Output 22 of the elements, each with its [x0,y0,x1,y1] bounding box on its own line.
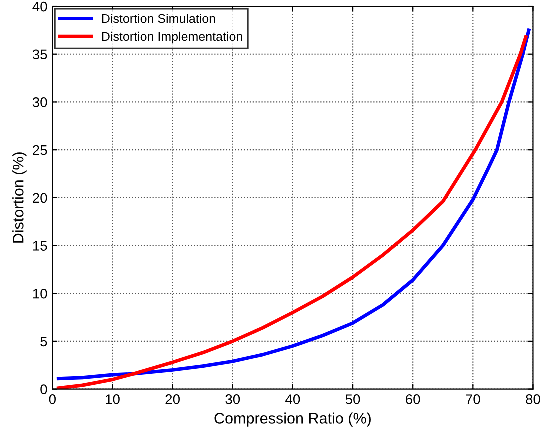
y-tick-label: 30 [32,98,48,108]
x-tick-label: 0 [49,394,56,404]
x-axis-title: Compression Ratio (%) [214,412,371,427]
y-tick-label: 25 [33,145,48,156]
y-tick-label: 5 [40,336,48,347]
x-tick-label: 50 [346,394,360,404]
x-tick-label: 80 [526,394,540,404]
x-tick-label: 10 [106,394,120,404]
x-tick-label: 60 [406,394,420,404]
y-tick-label: 15 [33,241,48,251]
y-tick-label: 35 [32,50,48,60]
y-tick-label: 40 [32,2,48,12]
x-tick-label: 40 [286,394,300,404]
x-tick-label: 70 [466,394,480,404]
y-tick-label: 10 [33,288,48,299]
y-tick-label: 20 [33,193,48,204]
legend-label: Distortion Implementation [102,32,242,44]
legend-label: Distortion Simulation [102,14,216,24]
x-tick-label: 20 [166,394,180,404]
y-axis-title: Distortion (%) [12,152,27,243]
y-tick-label: 0 [40,384,48,394]
x-tick-label: 30 [226,394,240,404]
